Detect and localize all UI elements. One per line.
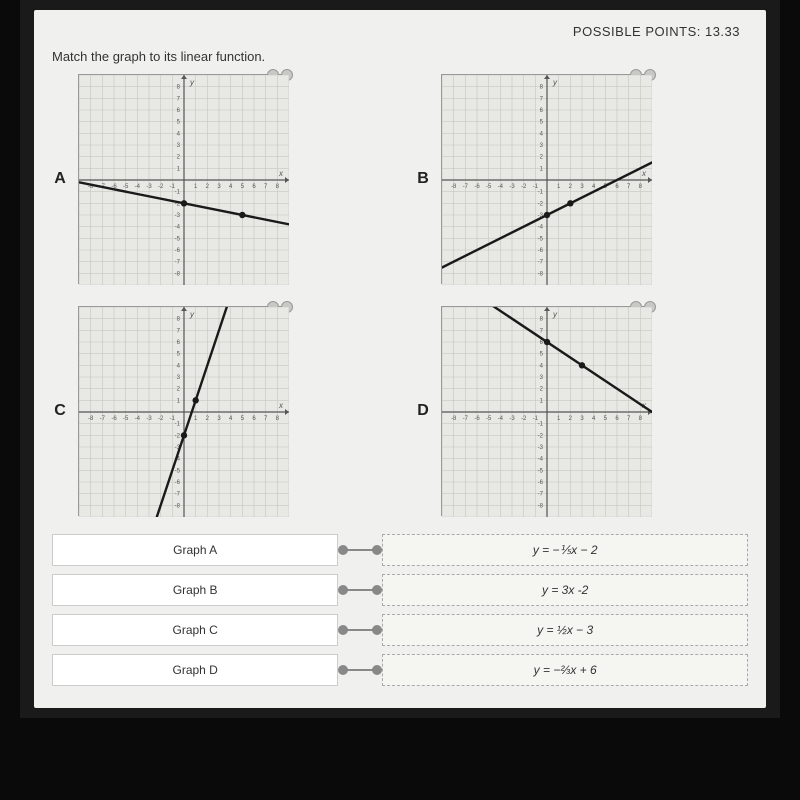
match-row: Graph C y = ½x − 3	[52, 614, 748, 646]
svg-text:-5: -5	[123, 416, 129, 422]
svg-text:-1: -1	[538, 190, 544, 196]
match-target-equation[interactable]: y = −⅔x + 6	[382, 654, 748, 686]
svg-text:-1: -1	[538, 422, 544, 428]
match-connector-icon[interactable]	[338, 543, 382, 557]
svg-text:-2: -2	[158, 184, 164, 190]
svg-text:-5: -5	[175, 236, 181, 242]
svg-text:-8: -8	[88, 416, 94, 422]
match-row: Graph D y = −⅔x + 6	[52, 654, 748, 686]
svg-text:-4: -4	[175, 225, 181, 231]
svg-text:-3: -3	[538, 445, 544, 451]
match-row: Graph A y = −⅕x − 2	[52, 534, 748, 566]
svg-text:-7: -7	[538, 260, 544, 266]
match-connector-icon[interactable]	[338, 623, 382, 637]
graph-cell-a: A -8-7-6-5-4-3-2-112345678-8-7-6-5-4-3-2…	[52, 74, 385, 284]
svg-text:-5: -5	[538, 468, 544, 474]
graph-a[interactable]: -8-7-6-5-4-3-2-112345678-8-7-6-5-4-3-2-1…	[78, 74, 288, 284]
svg-text:-2: -2	[538, 433, 544, 439]
graph-c[interactable]: -8-7-6-5-4-3-2-112345678-8-7-6-5-4-3-2-1…	[78, 306, 288, 516]
svg-text:-6: -6	[474, 416, 480, 422]
svg-text:-4: -4	[498, 416, 504, 422]
svg-text:-3: -3	[509, 184, 515, 190]
svg-text:-5: -5	[175, 468, 181, 474]
graphs-grid: A -8-7-6-5-4-3-2-112345678-8-7-6-5-4-3-2…	[52, 74, 748, 516]
svg-text:-2: -2	[521, 184, 527, 190]
svg-text:-2: -2	[521, 416, 527, 422]
svg-text:-4: -4	[538, 457, 544, 463]
match-source-label[interactable]: Graph B	[52, 574, 338, 606]
match-source-label[interactable]: Graph C	[52, 614, 338, 646]
svg-text:-4: -4	[135, 184, 141, 190]
svg-text:-4: -4	[538, 225, 544, 231]
svg-text:-2: -2	[175, 433, 181, 439]
graph-letter: B	[415, 170, 431, 188]
svg-text:-3: -3	[509, 416, 515, 422]
match-source-label[interactable]: Graph A	[52, 534, 338, 566]
graph-letter: A	[52, 170, 68, 188]
graph-d[interactable]: -8-7-6-5-4-3-2-112345678-8-7-6-5-4-3-2-1…	[441, 306, 651, 516]
svg-text:-1: -1	[175, 422, 181, 428]
svg-text:-2: -2	[158, 416, 164, 422]
match-target-equation[interactable]: y = 3x -2	[382, 574, 748, 606]
svg-text:-7: -7	[175, 492, 181, 498]
graph-letter: D	[415, 402, 431, 420]
svg-text:-3: -3	[146, 416, 152, 422]
svg-text:-4: -4	[135, 416, 141, 422]
svg-text:-2: -2	[538, 201, 544, 207]
svg-text:-7: -7	[463, 184, 469, 190]
svg-text:-7: -7	[538, 492, 544, 498]
svg-text:-6: -6	[538, 480, 544, 486]
graph-letter: C	[52, 402, 68, 420]
graph-cell-d: D -8-7-6-5-4-3-2-112345678-8-7-6-5-4-3-2…	[415, 306, 748, 516]
svg-text:-5: -5	[486, 184, 492, 190]
svg-text:-7: -7	[100, 416, 106, 422]
svg-text:-4: -4	[498, 184, 504, 190]
svg-text:-6: -6	[111, 416, 117, 422]
svg-text:-5: -5	[486, 416, 492, 422]
svg-text:-6: -6	[474, 184, 480, 190]
svg-text:-6: -6	[538, 248, 544, 254]
match-target-equation[interactable]: y = −⅕x − 2	[382, 534, 748, 566]
svg-text:-7: -7	[463, 416, 469, 422]
svg-text:-5: -5	[123, 184, 129, 190]
match-row: Graph B y = 3x -2	[52, 574, 748, 606]
svg-text:-8: -8	[538, 503, 544, 509]
svg-text:-5: -5	[538, 236, 544, 242]
match-table: Graph A y = −⅕x − 2 Graph B y = 3x -2 Gr…	[52, 534, 748, 686]
svg-text:-7: -7	[175, 260, 181, 266]
graph-cell-c: C -8-7-6-5-4-3-2-112345678-8-7-6-5-4-3-2…	[52, 306, 385, 516]
svg-text:-3: -3	[175, 213, 181, 219]
device-frame: POSSIBLE POINTS: 13.33 Match the graph t…	[20, 0, 780, 718]
graph-cell-b: B -8-7-6-5-4-3-2-112345678-8-7-6-5-4-3-2…	[415, 74, 748, 284]
match-target-equation[interactable]: y = ½x − 3	[382, 614, 748, 646]
svg-text:-8: -8	[451, 416, 457, 422]
svg-text:-6: -6	[175, 480, 181, 486]
svg-text:-8: -8	[451, 184, 457, 190]
svg-text:-8: -8	[175, 503, 181, 509]
svg-text:-8: -8	[538, 271, 544, 277]
match-source-label[interactable]: Graph D	[52, 654, 338, 686]
possible-points-label: POSSIBLE POINTS: 13.33	[52, 20, 748, 47]
page-content: POSSIBLE POINTS: 13.33 Match the graph t…	[34, 10, 766, 708]
match-connector-icon[interactable]	[338, 663, 382, 677]
graph-b[interactable]: -8-7-6-5-4-3-2-112345678-8-7-6-5-4-3-2-1…	[441, 74, 651, 284]
svg-text:-3: -3	[146, 184, 152, 190]
match-connector-icon[interactable]	[338, 583, 382, 597]
svg-text:-8: -8	[175, 271, 181, 277]
svg-text:-1: -1	[175, 190, 181, 196]
svg-text:-6: -6	[175, 248, 181, 254]
